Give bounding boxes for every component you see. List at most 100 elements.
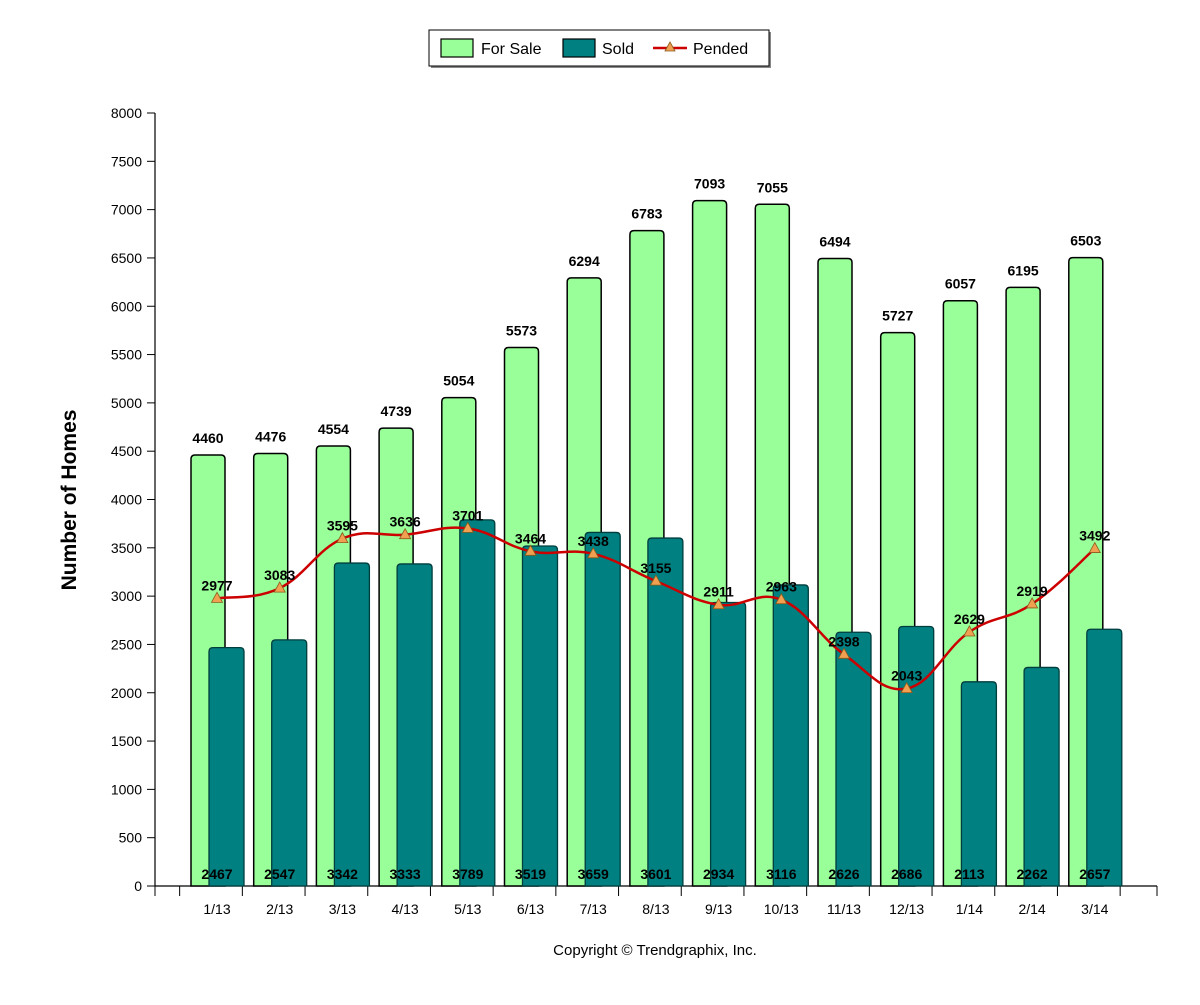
data-label-sold: 2467 [201, 866, 232, 882]
y-tick-label: 4000 [111, 492, 142, 508]
data-label-for-sale: 6503 [1070, 233, 1101, 249]
pended-marker [900, 681, 913, 693]
data-label-pended: 3155 [640, 560, 671, 576]
x-tick-label: 5/13 [454, 901, 481, 917]
copyright-text: Copyright © Trendgraphix, Inc. [553, 942, 757, 959]
y-axis: 0 500 1000 1500 2000 2500 3000 3500 4000 4500 5000… [111, 105, 156, 894]
bar-sold [960, 681, 998, 887]
data-label-for-sale: 5054 [443, 373, 474, 389]
data-label-for-sale: 4554 [318, 421, 349, 437]
data-label-for-sale: 6783 [631, 206, 662, 222]
data-label-sold: 2547 [264, 866, 295, 882]
y-tick-label: 3500 [111, 540, 142, 556]
data-label-sold: 2934 [703, 866, 734, 882]
legend-label-pended: Pended [693, 41, 748, 58]
y-tick-label: 500 [119, 830, 143, 846]
data-label-pended: 2963 [766, 579, 797, 595]
y-tick-label: 5000 [111, 395, 142, 411]
pended-marker [210, 591, 224, 603]
data-label-pended: 3636 [390, 514, 421, 530]
y-tick-label: 0 [134, 878, 142, 894]
pended-marker [336, 531, 349, 544]
y-tick-label: 3000 [111, 588, 142, 604]
x-tick-label: 1/13 [203, 901, 230, 917]
data-label-pended: 3595 [327, 518, 358, 534]
data-label-sold: 2626 [828, 866, 859, 882]
pended-marker [587, 546, 600, 559]
pended-marker [1088, 541, 1101, 553]
x-tick-label: 3/14 [1081, 901, 1108, 917]
data-label-pended: 3083 [264, 567, 295, 583]
data-label-sold: 3333 [390, 866, 421, 882]
pended-marker [273, 581, 286, 593]
legend-label-for-sale: For Sale [481, 41, 542, 58]
bar-sold [772, 584, 809, 887]
y-axis-title: Number of Homes [58, 410, 81, 591]
bar-sold [647, 537, 684, 887]
y-tick-label: 2500 [111, 636, 142, 652]
legend-marker-pended [664, 41, 676, 52]
pended-marker [524, 544, 537, 556]
y-tick-label: 1500 [111, 733, 142, 749]
bar-sold [271, 639, 308, 887]
x-tick-label: 2/13 [266, 901, 293, 917]
x-tick-label: 6/13 [517, 901, 544, 917]
x-tick-label: 1/14 [956, 901, 983, 917]
bar-sold [709, 601, 747, 887]
bar-sold [898, 625, 935, 887]
legend-label-sold: Sold [602, 41, 634, 58]
data-label-pended: 2911 [703, 584, 734, 600]
data-label-for-sale: 4476 [255, 429, 286, 445]
data-label-pended: 2977 [201, 577, 232, 593]
data-label-pended: 3701 [452, 507, 483, 523]
data-label-for-sale: 6057 [945, 276, 976, 292]
data-label-sold: 2686 [891, 866, 922, 882]
legend-box [428, 29, 770, 67]
bar-sold [208, 646, 245, 887]
legend-swatch-for-sale [440, 38, 474, 58]
data-label-for-sale: 5727 [882, 308, 913, 324]
data-label-pended: 2919 [1017, 583, 1048, 599]
x-tick-label: 2/14 [1018, 901, 1045, 917]
data-label-pended: 3464 [515, 530, 546, 546]
y-tick-label: 4500 [111, 443, 142, 459]
data-label-for-sale: 6195 [1008, 262, 1039, 278]
x-tick-label: 11/13 [827, 901, 861, 917]
pended-marker [1025, 597, 1039, 609]
data-label-sold: 2657 [1079, 866, 1110, 882]
pended-series [210, 521, 1101, 693]
data-label-sold: 3601 [640, 866, 671, 882]
pended-marker [649, 574, 663, 586]
data-label-for-sale: 6494 [819, 234, 850, 250]
data-label-for-sale: 6294 [569, 253, 600, 269]
pended-marker [837, 647, 851, 659]
data-label-sold: 3659 [578, 866, 609, 882]
data-label-pended: 2043 [891, 668, 922, 684]
y-tick-label: 6500 [111, 250, 142, 266]
x-tick-label: 10/13 [764, 901, 799, 917]
data-label-for-sale: 4460 [192, 430, 223, 446]
x-tick-label: 7/13 [580, 901, 607, 917]
bar-sold [1023, 666, 1060, 887]
bar-sold [1086, 628, 1123, 887]
x-tick-label: 3/13 [329, 901, 356, 917]
bar-sold [459, 519, 496, 887]
data-label-sold: 3116 [766, 866, 797, 882]
legend-swatch-sold [562, 38, 596, 58]
y-tick-label: 5500 [111, 347, 142, 363]
pended-marker [963, 625, 976, 637]
x-tick-label: 9/13 [705, 901, 732, 917]
pended-marker [461, 521, 474, 533]
data-label-for-sale: 5573 [506, 323, 537, 339]
x-axis: 1/13 2/13 3/13 4/13 5/13 6/13 7/13 8/13 9/13 10/1… [154, 885, 1158, 917]
data-label-sold: 3789 [452, 866, 483, 882]
data-label-sold: 3342 [327, 866, 358, 882]
legend: For Sale Sold Pended [428, 29, 771, 68]
y-tick-label: 7000 [111, 202, 142, 218]
pended-marker [775, 592, 788, 605]
bar-sold [835, 631, 872, 887]
x-tick-label: 12/13 [889, 901, 924, 917]
bar-sold [584, 531, 621, 887]
